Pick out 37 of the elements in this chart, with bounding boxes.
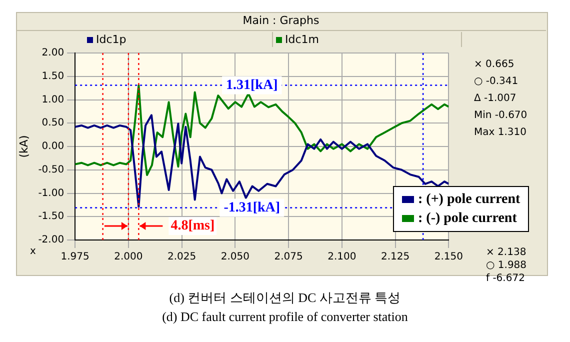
x-tick-label: 2.075 (274, 252, 303, 263)
text: Δ -1.007 (474, 92, 518, 106)
chart-title: Main : Graphs (16, 12, 546, 31)
y-tick-label: -1.50 (38, 211, 64, 222)
x-tick-label: 2.100 (328, 252, 356, 263)
x-tick-label: 2.025 (168, 252, 196, 263)
y-tick-label: -1.00 (38, 188, 64, 199)
ref-line-label: -1.31[kA] (224, 200, 280, 216)
x-tick-label: 2.150 (434, 252, 464, 263)
y-tick-label: 2.00 (42, 48, 64, 59)
text: Idc1m (273, 32, 462, 47)
legend-label: : (+) pole current (418, 191, 520, 209)
y-tick-label: 0.00 (42, 141, 64, 152)
x-tick-label: 2.125 (380, 252, 410, 263)
text: Min -0.670 (474, 109, 528, 123)
x-axis-title: x (30, 246, 36, 257)
y-tick-label: -0.50 (38, 164, 64, 176)
legend-label: : (-) pole current (418, 210, 517, 228)
y-tick-label: 1.50 (42, 70, 64, 82)
ref-line-label: 1.31[kA] (226, 78, 278, 93)
y-tick-label: 1.00 (42, 94, 64, 106)
y-axis-title: (kA) (17, 135, 30, 158)
text: × 0.665 (474, 58, 516, 72)
x-tick-label: 1.975 (60, 252, 90, 263)
text: ○ 1.988 (486, 259, 527, 272)
text: (d) DC fault current profile of converter station (161, 308, 409, 326)
text: (d) 컨버터 스테이션의 DC 사고전류 특성 (168, 289, 402, 307)
text: f -6.672 (486, 272, 526, 285)
x-tick-label: 2.050 (220, 252, 250, 263)
text: × 2.138 (486, 246, 527, 259)
y-tick-label: 0.50 (42, 118, 64, 129)
x-tick-label: 2.000 (114, 252, 143, 263)
text: Idc1p (84, 32, 273, 47)
y-tick-label: -2.00 (38, 234, 64, 246)
annotation: 4.8[ms] (170, 218, 215, 234)
text: ○ -0.341 (474, 75, 520, 89)
text: Max 1.310 (474, 126, 528, 140)
